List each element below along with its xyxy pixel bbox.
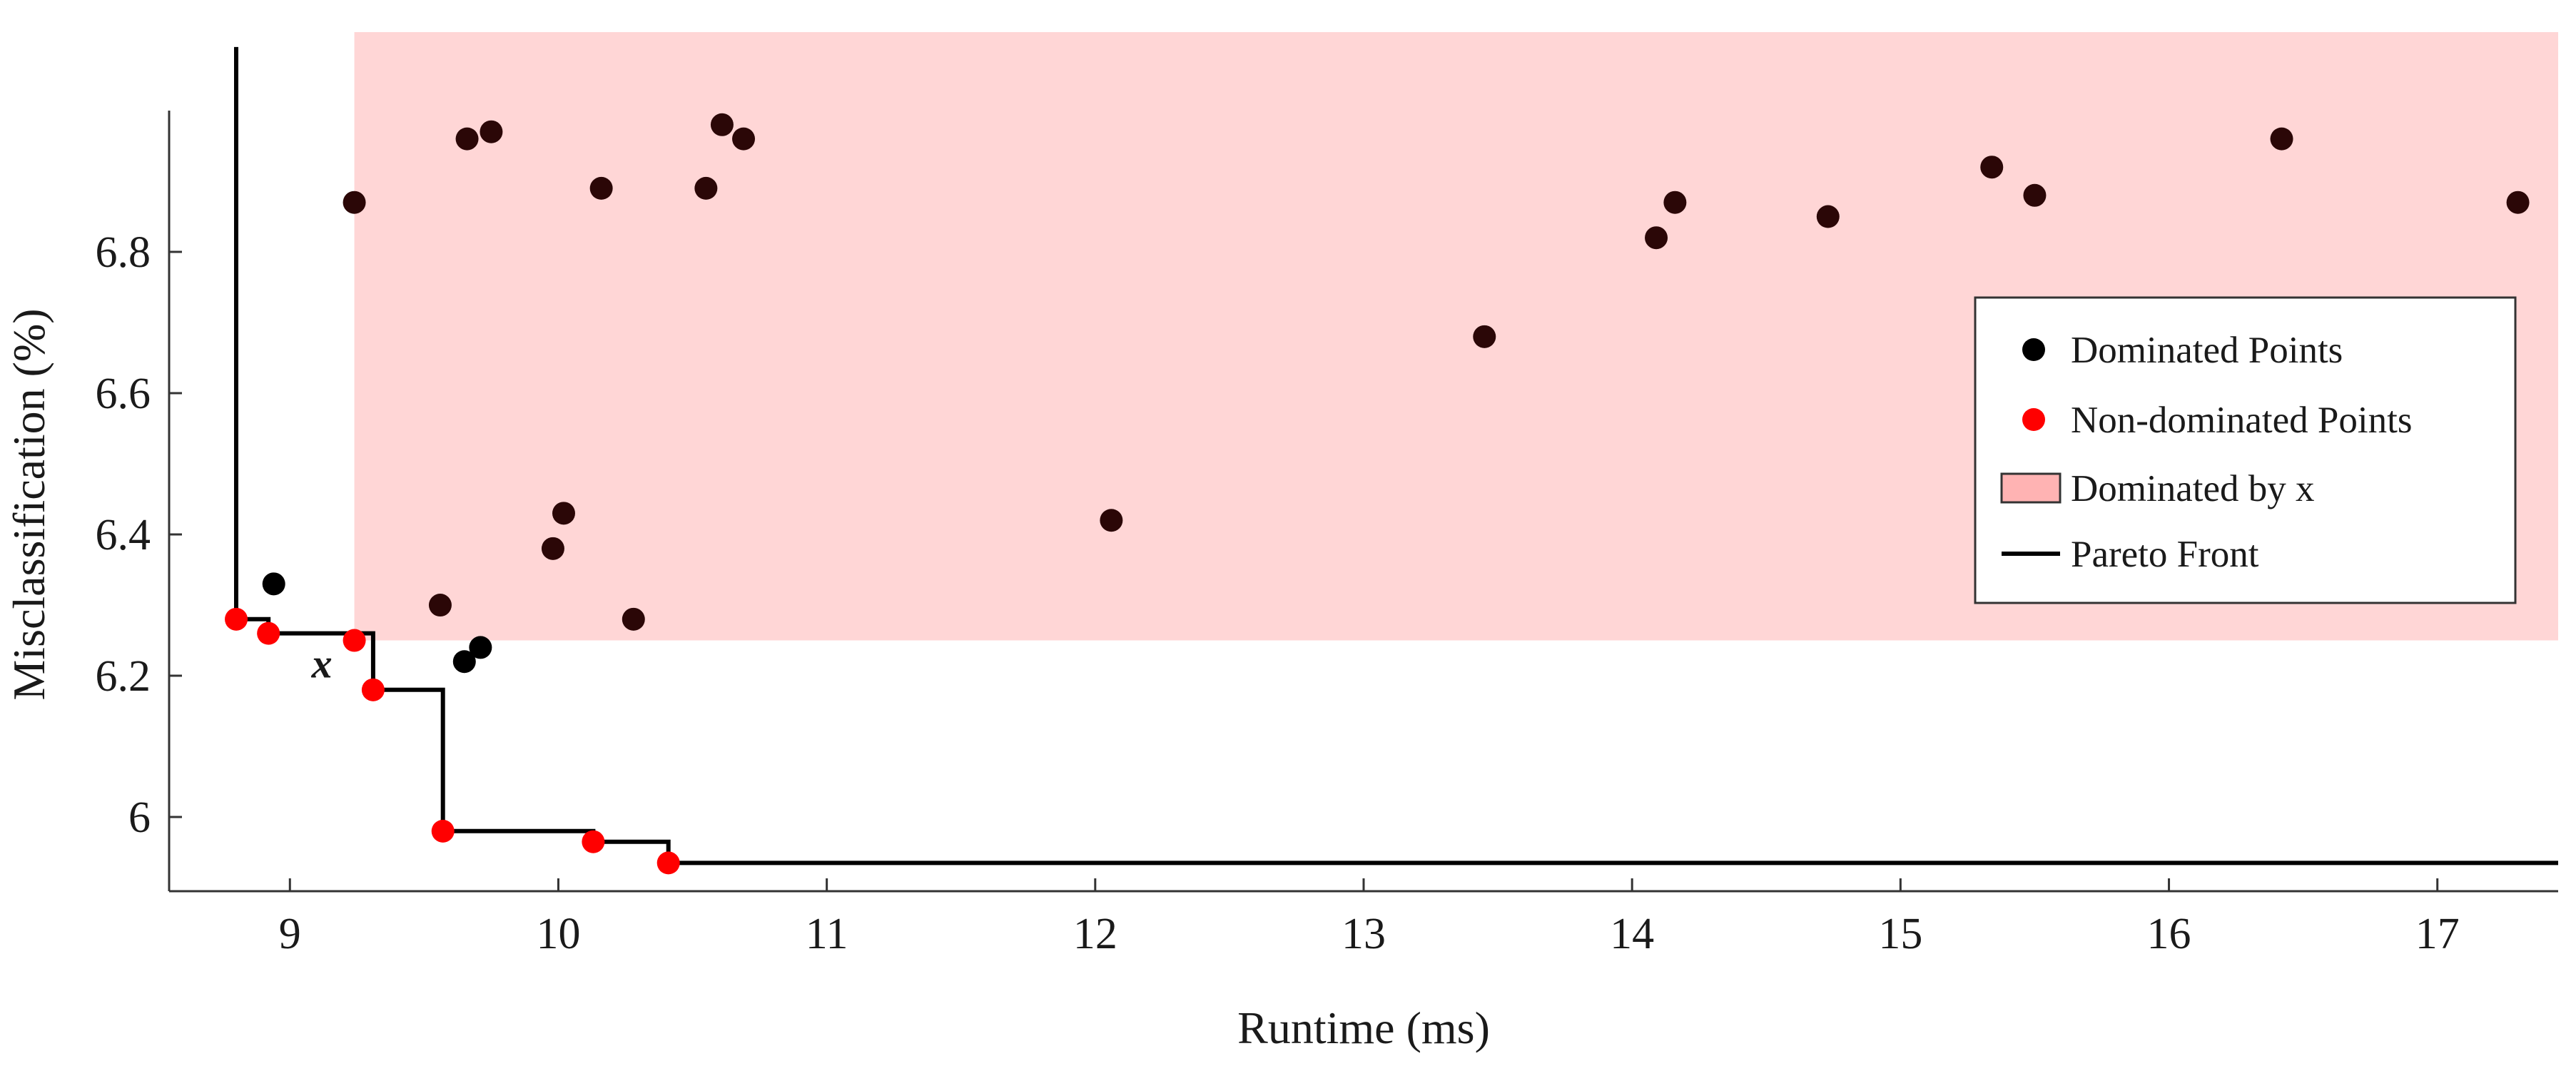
- non-dominated-point: [361, 678, 385, 701]
- dominated-point: [1645, 226, 1668, 250]
- pareto-front-layer: [234, 46, 2558, 866]
- dominated-point: [694, 176, 718, 200]
- y-tick-label: 6: [128, 793, 151, 842]
- x-tick-label: 10: [536, 910, 580, 958]
- non-dominated-point: [656, 851, 680, 875]
- dominated-point: [2023, 183, 2047, 207]
- dominated-point: [452, 650, 476, 674]
- non-dominated-point: [225, 607, 248, 631]
- dominated-point: [552, 502, 575, 525]
- legend-region-label: Dominated by x: [2071, 468, 2315, 509]
- points-layer: [225, 113, 2530, 875]
- dominated-point: [455, 127, 479, 151]
- x-tick-label: 17: [2415, 910, 2460, 958]
- legend-item-region: Dominated by x: [2000, 468, 2315, 509]
- x-tick-label: 14: [1610, 910, 1654, 958]
- dominated-point: [541, 537, 564, 560]
- dominated-point: [469, 636, 492, 659]
- legend-front-label: Pareto Front: [2071, 534, 2259, 575]
- x-tick-label: 13: [1342, 910, 1386, 958]
- legend-item-non-dominated: Non-dominated Points: [2022, 400, 2412, 441]
- reference-point-label: x: [311, 641, 333, 687]
- non-dominated-point: [582, 830, 605, 853]
- dominated-point: [1816, 205, 1840, 228]
- x-tick-label: 16: [2147, 910, 2191, 958]
- y-axis-label: Misclassification (%): [4, 308, 54, 700]
- legend-dominated-label: Dominated Points: [2071, 330, 2343, 371]
- legend-box: [1974, 296, 2517, 604]
- x-tick-label: 15: [1878, 910, 1922, 958]
- dominated-point: [589, 176, 613, 200]
- y-tick-label: 6.2: [96, 652, 151, 701]
- y-tick-label: 6.4: [96, 511, 151, 559]
- non-dominated-point: [343, 629, 366, 652]
- dominated-point: [262, 572, 285, 596]
- legend-item-front: Pareto Front: [2002, 534, 2259, 575]
- x-tick-label: 11: [806, 910, 848, 958]
- legend-region-swatch: [2000, 472, 2062, 504]
- legend-dominated-marker: [2022, 338, 2045, 361]
- y-tick-label: 6.6: [96, 370, 151, 418]
- dominated-point: [1663, 191, 1687, 214]
- dominated-point: [710, 113, 734, 136]
- pareto-front-line: [234, 46, 2558, 866]
- dominated-point: [2506, 191, 2530, 214]
- dominated-point: [732, 127, 756, 151]
- legend-item-dominated: Dominated Points: [2022, 330, 2343, 371]
- dominated-point: [622, 607, 645, 631]
- legend: Dominated Points Non-dominated Points Do…: [1974, 296, 2517, 604]
- dominated-point: [428, 594, 452, 617]
- legend-non-dominated-marker: [2022, 408, 2045, 431]
- x-tick-label: 12: [1073, 910, 1117, 958]
- non-dominated-point: [431, 819, 455, 843]
- dominated-point: [1100, 509, 1123, 532]
- dominated-point: [2270, 127, 2293, 151]
- dominated-point: [1980, 156, 2004, 179]
- axes: 9 10 11 12 13 14 15 16 17 6 6.2 6.4 6.6 6.8: [96, 111, 2558, 958]
- dominated-point: [480, 120, 503, 143]
- x-tick-label: 9: [279, 910, 301, 958]
- dominated-point: [343, 191, 366, 214]
- x-axis-label: Runtime (ms): [1237, 1003, 1490, 1053]
- non-dominated-point: [257, 621, 280, 645]
- legend-non-dominated-label: Non-dominated Points: [2071, 400, 2412, 441]
- y-tick-label: 6.8: [96, 228, 151, 277]
- dominated-point: [1473, 325, 1496, 348]
